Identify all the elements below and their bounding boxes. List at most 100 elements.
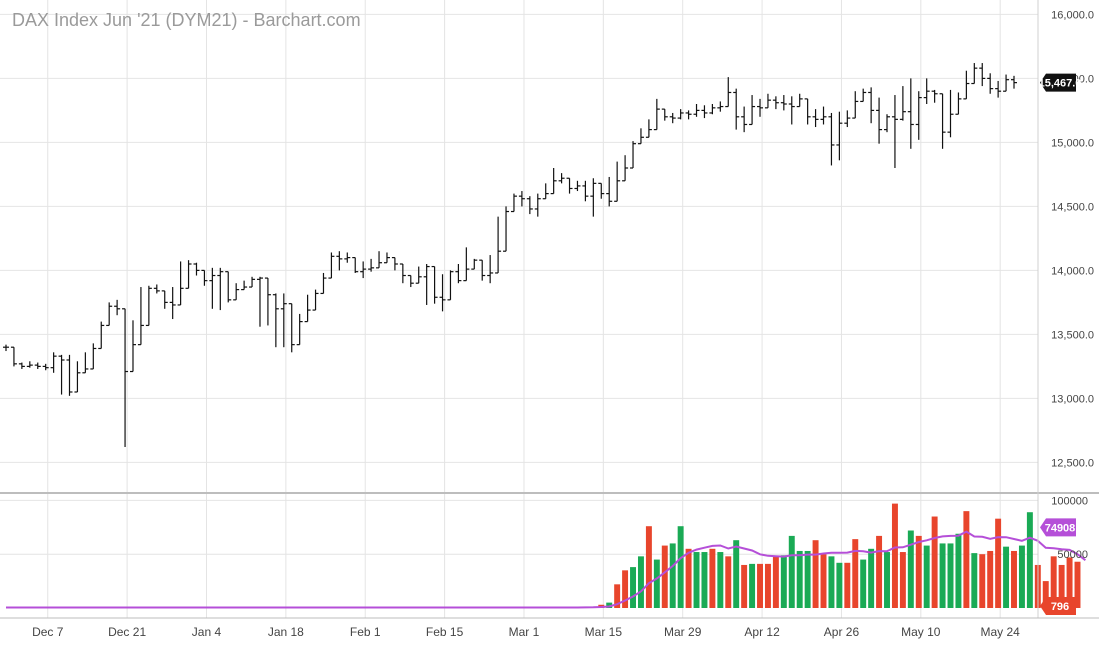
ohlc-bar (725, 77, 732, 108)
volume-bar (836, 562, 843, 608)
ohlc-bar (407, 274, 414, 288)
volume-bar (685, 548, 692, 608)
ohlc-bar (987, 73, 994, 94)
x-tick-label: May 10 (901, 625, 941, 639)
ohlc-bar (431, 265, 438, 304)
ohlc-bar (590, 178, 597, 217)
volume-bar (923, 545, 930, 608)
volume-bar (955, 533, 962, 608)
ohlc-bar (241, 280, 248, 291)
ohlc-bar (58, 354, 65, 395)
volume-bar (772, 556, 779, 608)
volume-bar (788, 535, 795, 608)
price-last-badge-label: 15,467.0 (1039, 78, 1082, 90)
volume-bar (1058, 564, 1065, 608)
ohlc-bar (114, 299, 121, 316)
ohlc-bar (256, 276, 263, 327)
ohlc-bar (66, 354, 73, 396)
ohlc-bar (503, 206, 510, 252)
volume-bar (630, 567, 636, 608)
ohlc-bar (177, 261, 184, 306)
ohlc-bar (185, 260, 192, 289)
ohlc-bar (963, 70, 970, 100)
value-badges: 15,467.0 74908 796 (1039, 73, 1082, 615)
average-last-badge-shape (1040, 518, 1076, 537)
volume-bar (757, 563, 763, 608)
ohlc-bar (558, 173, 565, 184)
ohlc-bar (923, 78, 930, 104)
volume-bar (987, 550, 994, 608)
volume-bar (645, 526, 652, 608)
ohlc-bar (757, 98, 764, 117)
ohlc-bar (518, 191, 525, 207)
ohlc-bar (249, 276, 256, 288)
ohlc-bar (780, 95, 787, 111)
ohlc-bar (423, 264, 430, 305)
volume-bar (796, 550, 803, 608)
volume-bar (669, 543, 676, 608)
ohlc-bar (288, 303, 295, 353)
ohlc-bar (495, 216, 502, 274)
volume-bar (884, 552, 890, 608)
ohlc-bar (82, 352, 89, 374)
ohlc-bar (868, 87, 875, 124)
volume-last-badge: 796 (1040, 597, 1076, 615)
x-tick-label: Dec 21 (108, 625, 146, 639)
volume-bar (1074, 561, 1081, 608)
ohlc-bar (106, 302, 113, 327)
ohlc-bar (860, 88, 867, 103)
ohlc-bar (471, 258, 478, 270)
price-ytick-label: 15,000.0 (1051, 137, 1094, 149)
volume-bar (939, 543, 946, 608)
price-ytick-label: 12,500.0 (1051, 457, 1094, 469)
volume-last-badge-shape (1040, 597, 1076, 615)
volume-bar (860, 559, 867, 608)
volume-bar (709, 548, 716, 608)
ohlc-bar (701, 105, 708, 119)
ohlc-bar (344, 252, 351, 263)
price-ytick-label: 13,500.0 (1051, 329, 1094, 341)
volume-bar (1050, 556, 1057, 608)
ohlc-bar (637, 128, 644, 145)
ohlc-bar (26, 361, 33, 368)
volume-bar (622, 570, 629, 608)
ohlc-bar (526, 196, 533, 215)
ohlc-bar (598, 182, 605, 199)
ohlc-bar (312, 289, 319, 311)
x-tick-label: Dec 7 (32, 625, 64, 639)
ohlc-bar (34, 362, 41, 369)
ohlc-bar (574, 180, 581, 192)
ohlc-bar (622, 155, 629, 182)
ohlc-bar (463, 247, 470, 282)
volume-bar (653, 559, 660, 608)
ohlc-bar (320, 272, 327, 295)
volume-bar (995, 518, 1002, 608)
x-tick-label: Apr 26 (824, 625, 860, 639)
ohlc-bar (947, 89, 954, 138)
ohlc-bar (193, 262, 200, 276)
ohlc-bar (217, 267, 224, 311)
ohlc-bar (328, 252, 335, 279)
ohlc-bar (336, 251, 343, 271)
price-ytick-label: 14,500.0 (1051, 201, 1094, 213)
ohlc-bar (741, 106, 748, 133)
x-tick-label: Feb 1 (350, 625, 381, 639)
volume-bar (637, 556, 644, 608)
ohlc-bar (661, 108, 668, 121)
ohlc-bar (209, 267, 216, 309)
volume-bar (1011, 550, 1017, 608)
price-ytick-label: 14,000.0 (1051, 265, 1094, 277)
ohlc-bar (145, 285, 152, 327)
volume-bar (677, 526, 684, 608)
ohlc-bar (98, 321, 105, 350)
ohlc-bar (510, 193, 517, 213)
ohlc-bar (225, 271, 232, 303)
ohlc-bar (804, 98, 811, 125)
grid (0, 0, 1038, 618)
ohlc-bar (1011, 75, 1017, 89)
ohlc-bar (899, 86, 906, 121)
average-last-badge-label: 74908 (1045, 522, 1076, 534)
